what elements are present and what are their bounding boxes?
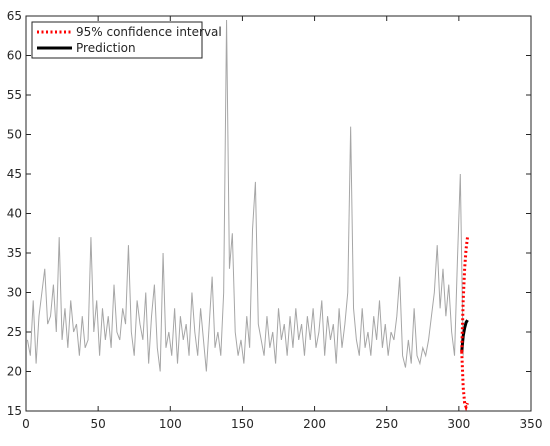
x-tick-label: 50 <box>91 417 106 431</box>
x-tick-label: 350 <box>520 417 543 431</box>
y-tick-label: 65 <box>7 9 22 23</box>
y-tick-label: 60 <box>7 49 22 63</box>
x-tick-label: 300 <box>447 417 470 431</box>
x-tick-label: 0 <box>22 417 30 431</box>
y-tick-label: 55 <box>7 88 22 102</box>
data-line <box>26 19 464 372</box>
y-tick-label: 40 <box>7 207 22 221</box>
y-tick-label: 25 <box>7 325 22 339</box>
legend-label: Prediction <box>76 41 136 55</box>
x-tick-label: 100 <box>159 417 182 431</box>
y-tick-label: 45 <box>7 167 22 181</box>
lower-bound-line <box>460 351 469 412</box>
y-tick-label: 50 <box>7 128 22 142</box>
x-tick-label: 150 <box>231 417 254 431</box>
legend-box <box>31 21 203 59</box>
y-tick-label: 35 <box>7 246 22 260</box>
plot-area <box>26 16 531 411</box>
x-tick-label: 200 <box>303 417 326 431</box>
plot-border <box>25 15 532 412</box>
x-tick-label: 250 <box>375 417 398 431</box>
legend-label: 95% confidence interval <box>76 25 222 39</box>
y-tick-label: 15 <box>7 404 22 418</box>
y-tick-label: 20 <box>7 365 22 379</box>
y-tick-label: 30 <box>7 286 22 300</box>
